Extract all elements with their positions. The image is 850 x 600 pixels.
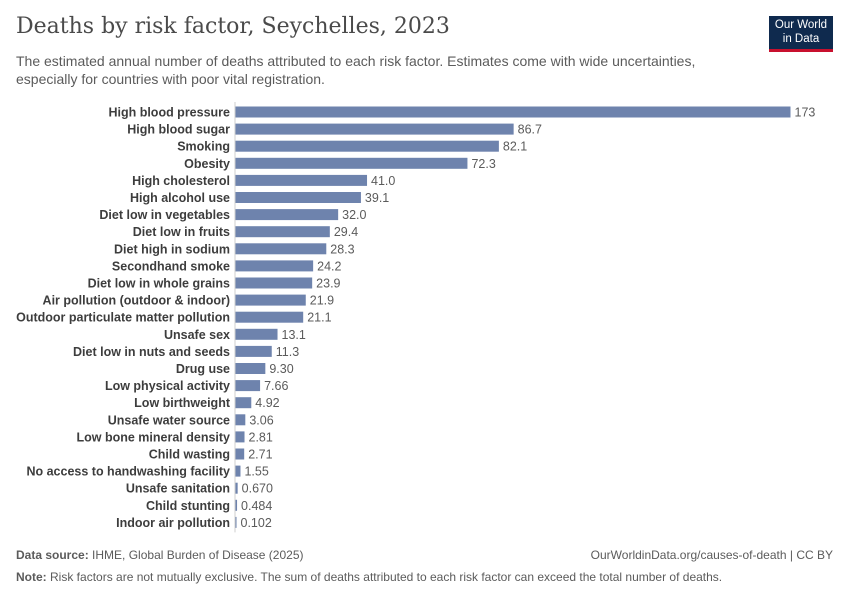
bar: [235, 157, 468, 169]
category-label: High cholesterol: [132, 174, 230, 188]
value-label: 13.1: [282, 328, 306, 342]
value-label: 4.92: [255, 396, 279, 410]
value-label: 11.3: [276, 345, 299, 359]
owid-logo[interactable]: Our World in Data: [769, 16, 833, 52]
category-label: Indoor air pollution: [116, 516, 230, 530]
value-label: 2.81: [249, 430, 273, 444]
category-label: Low birthweight: [134, 396, 231, 410]
category-label: Obesity: [184, 157, 230, 171]
bar: [235, 363, 266, 374]
value-label: 21.1: [307, 311, 331, 325]
bar: [235, 260, 314, 272]
chart-note: Note: Risk factors are not mutually excl…: [16, 570, 833, 584]
bar: [235, 192, 361, 203]
value-label: 86.7: [518, 123, 542, 137]
value-label: 32.0: [342, 208, 366, 222]
value-label: 24.2: [317, 259, 341, 273]
bar: [235, 328, 278, 340]
category-label: Air pollution (outdoor & indoor): [43, 294, 230, 308]
bar: [235, 465, 241, 477]
value-label: 23.9: [316, 277, 340, 291]
bar: [235, 311, 304, 323]
data-source: Data source: IHME, Global Burden of Dise…: [16, 548, 833, 562]
category-label: Unsafe water source: [108, 413, 230, 427]
category-label: Secondhand smoke: [112, 259, 230, 273]
data-source-text: IHME, Global Burden of Disease (2025): [92, 548, 304, 562]
category-label: Drug use: [176, 362, 230, 376]
value-label: 1.55: [244, 465, 268, 479]
chart-subtitle: The estimated annual number of deaths at…: [16, 53, 696, 87]
category-label: Diet low in nuts and seeds: [73, 345, 230, 359]
category-label: Low physical activity: [105, 379, 230, 393]
category-label: High blood sugar: [127, 123, 230, 137]
bar: [235, 414, 246, 426]
note-text: Risk factors are not mutually exclusive.…: [50, 570, 723, 584]
logo-line-1: Our World: [774, 19, 828, 31]
value-label: 3.06: [249, 413, 273, 427]
value-label: 173: [795, 106, 816, 120]
bar: [235, 106, 791, 118]
bar-chart: High blood pressure 173 High blood sugar 86…: [16, 102, 816, 533]
bar: [235, 482, 238, 494]
category-label: Diet low in vegetables: [99, 208, 230, 222]
value-label: 0.102: [241, 516, 272, 530]
category-label: Diet low in whole grains: [88, 277, 230, 291]
chart-title: Deaths by risk factor, Seychelles, 2023: [16, 14, 450, 39]
bar: [235, 380, 261, 392]
bar: [235, 516, 237, 528]
category-label: Child stunting: [146, 499, 230, 513]
category-label: Unsafe sanitation: [126, 482, 230, 496]
value-label: 41.0: [371, 174, 395, 188]
value-label: 72.3: [471, 157, 495, 171]
category-label: High blood pressure: [108, 106, 230, 120]
bar: [235, 174, 368, 186]
category-label: Low bone mineral density: [77, 430, 231, 444]
category-label: Unsafe sex: [164, 328, 230, 342]
value-label: 82.1: [503, 140, 527, 154]
bar: [235, 431, 245, 443]
bar: [235, 397, 252, 409]
category-label: Child wasting: [149, 448, 230, 462]
value-label: 28.3: [330, 242, 354, 256]
category-label: Smoking: [177, 140, 230, 154]
value-label: 7.66: [264, 379, 288, 393]
bar: [235, 243, 327, 255]
bar: [235, 277, 313, 289]
value-label: 9.30: [269, 362, 293, 376]
value-label: 0.484: [241, 499, 272, 513]
category-label: No access to handwashing facility: [26, 465, 230, 479]
category-label: Diet high in sodium: [114, 242, 230, 256]
value-label: 21.9: [310, 294, 334, 308]
bar: [235, 499, 238, 511]
bar: [235, 209, 339, 221]
source-url[interactable]: OurWorldinData.org/causes-of-death | CC …: [590, 548, 833, 562]
category-label: Diet low in fruits: [133, 225, 230, 239]
bar: [235, 448, 245, 460]
category-label: High alcohol use: [130, 191, 230, 205]
note-label: Note:: [16, 570, 47, 584]
bar: [235, 345, 272, 357]
bar: [235, 226, 330, 238]
value-label: 0.670: [242, 482, 273, 496]
logo-line-2: in Data: [782, 33, 820, 45]
value-label: 29.4: [334, 225, 358, 239]
bar: [235, 140, 499, 152]
bar: [235, 294, 306, 306]
value-label: 39.1: [365, 191, 389, 205]
value-label: 2.71: [248, 448, 272, 462]
data-source-label: Data source:: [16, 548, 89, 562]
bar: [235, 123, 514, 135]
category-label: Outdoor particulate matter pollution: [16, 311, 230, 325]
